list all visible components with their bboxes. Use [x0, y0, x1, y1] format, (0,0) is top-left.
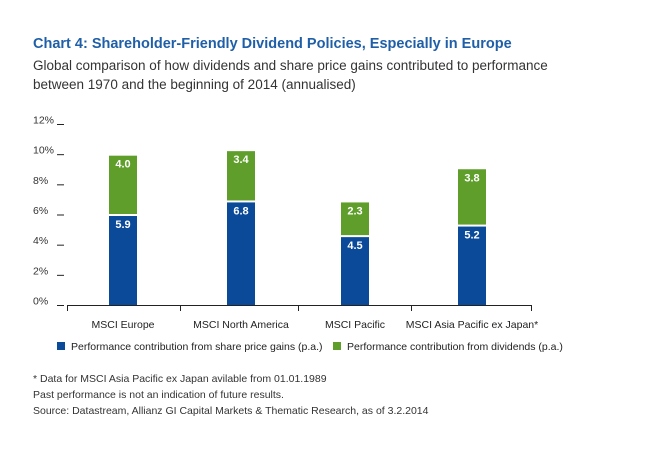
x-category-label: MSCI Europe	[91, 319, 154, 331]
legend-swatch-dividends	[333, 342, 341, 350]
y-tick-label: 0%	[33, 296, 48, 308]
bar-dividends	[341, 202, 369, 236]
chart-title: Chart 4: Shareholder-Friendly Dividend P…	[33, 36, 512, 52]
footnote-disclaimer: Past performance is not an indication of…	[33, 389, 284, 401]
bar-dividends	[458, 169, 486, 225]
bar-share-price	[109, 216, 137, 305]
x-category-label: MSCI North America	[193, 319, 289, 331]
bar-dividends	[227, 151, 255, 201]
bar-dividends	[109, 155, 137, 215]
data-label-share-price: 5.9	[115, 219, 130, 231]
y-tick-label: 4%	[33, 235, 48, 247]
y-tick-label: 12%	[33, 115, 54, 127]
chart-subtitle: Global comparison of how dividends and s…	[33, 58, 548, 92]
legend-swatch-share-price	[57, 342, 65, 350]
data-label-share-price: 5.2	[464, 230, 479, 242]
data-label-dividends: 2.3	[347, 205, 362, 217]
data-label-dividends: 3.8	[464, 172, 479, 184]
bar-share-price	[227, 202, 255, 305]
bar-share-price	[341, 237, 369, 305]
footnote-source: Source: Datastream, Allianz GI Capital M…	[33, 405, 429, 417]
data-label-share-price: 4.5	[347, 240, 362, 252]
y-tick-label: 6%	[33, 205, 48, 217]
y-tick-label: 10%	[33, 145, 54, 157]
footnote-data-availability: * Data for MSCI Asia Pacific ex Japan av…	[33, 373, 327, 385]
x-category-label: MSCI Asia Pacific ex Japan*	[406, 319, 538, 331]
legend-label-dividends: Performance contribution from dividends …	[347, 341, 563, 353]
bar-share-price	[458, 226, 486, 305]
data-label-dividends: 4.0	[115, 159, 130, 171]
y-tick-label: 2%	[33, 265, 48, 277]
legend-label-share-price: Performance contribution from share pric…	[71, 341, 323, 353]
data-label-dividends: 3.4	[233, 154, 249, 166]
x-category-label: MSCI Pacific	[325, 319, 385, 331]
y-tick-label: 8%	[33, 175, 48, 187]
data-label-share-price: 6.8	[233, 205, 248, 217]
